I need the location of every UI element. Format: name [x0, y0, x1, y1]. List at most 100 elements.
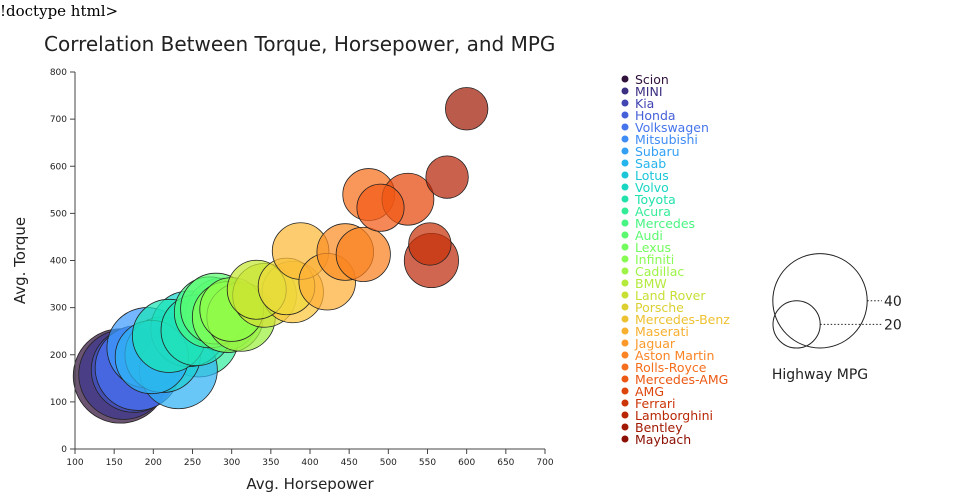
legend-marker-lamborghini — [621, 411, 629, 419]
legend-marker-subaru — [621, 147, 629, 155]
size-legend-circle-20 — [772, 300, 821, 349]
legend-label-mercedes: Mercedes — [635, 216, 695, 231]
size-legend-value-20: 20 — [884, 317, 902, 333]
legend-marker-jaguar — [621, 339, 629, 347]
y-tick-label: 700 — [50, 115, 67, 125]
legend-label-infiniti: Infiniti — [635, 252, 674, 267]
x-tick-label: 300 — [223, 458, 240, 468]
bubble-mercedes-amg — [335, 226, 391, 282]
legend-label-rolls-royce: Rolls-Royce — [635, 360, 707, 375]
y-tick-label: 200 — [50, 351, 67, 361]
legend-marker-toyota — [621, 195, 629, 203]
x-tick-label: 550 — [419, 458, 436, 468]
legend-label-jaguar: Jaguar — [634, 336, 676, 351]
x-tick-label: 600 — [458, 458, 475, 468]
legend-label-kia: Kia — [635, 96, 654, 111]
x-axis: 100 150 200 250 300 350 400 450 500 550 600 650 700 — [66, 448, 554, 468]
legend-marker-infiniti — [621, 255, 629, 263]
legend-label-amg: AMG — [635, 384, 664, 399]
y-axis: 0 100 200 300 400 500 600 700 800 — [50, 68, 76, 455]
legend-marker-ferrari — [621, 399, 629, 407]
x-tick-label: 700 — [536, 458, 553, 468]
legend-marker-saab — [621, 159, 629, 167]
x-tick-label: 400 — [301, 458, 318, 468]
x-tick-label: 500 — [380, 458, 397, 468]
size-legend-value-40: 40 — [884, 294, 902, 310]
x-tick-label: 350 — [262, 458, 279, 468]
legend-marker-kia — [621, 99, 629, 107]
legend-label-mercedes-amg: Mercedes-AMG — [635, 372, 728, 387]
legend-label-audi: Audi — [635, 228, 663, 243]
legend-marker-mercedes-benz — [621, 315, 629, 323]
legend-marker-land-rover — [621, 291, 629, 299]
y-tick-label: 100 — [50, 398, 67, 408]
legend-label-bentley: Bentley — [635, 420, 683, 435]
bubble-maybach — [445, 87, 489, 131]
legend-marker-mitsubishi — [621, 135, 629, 143]
x-tick-label: 150 — [106, 458, 123, 468]
legend-marker-rolls-royce — [621, 363, 629, 371]
legend-marker-bentley — [621, 423, 629, 431]
x-tick-label: 450 — [341, 458, 358, 468]
legend-marker-volvo — [621, 183, 629, 191]
doctype-text: !doctype html> — [0, 2, 119, 20]
legend-label-land-rover: Land Rover — [635, 288, 706, 303]
legend-label-mini: MINI — [635, 84, 663, 99]
legend: ScionMINIKiaHondaVolkswagenMitsubishiSub… — [621, 72, 730, 447]
y-tick-label: 300 — [50, 304, 67, 314]
legend-label-toyota: Toyota — [634, 192, 676, 207]
legend-label-mercedes-benz: Mercedes-Benz — [635, 312, 730, 327]
plot-area — [72, 87, 489, 424]
legend-marker-scion — [621, 75, 629, 83]
legend-label-maserati: Maserati — [635, 324, 689, 339]
legend-marker-honda — [621, 111, 629, 119]
x-axis-title: Avg. Horsepower — [246, 475, 374, 493]
legend-label-bmw: BMW — [635, 276, 667, 291]
legend-marker-mercedes-amg — [621, 375, 629, 383]
y-tick-label: 600 — [50, 162, 67, 172]
legend-marker-acura — [621, 207, 629, 215]
legend-marker-amg — [621, 387, 629, 395]
legend-label-aston-martin: Aston Martin — [635, 348, 714, 363]
y-tick-label: 400 — [50, 257, 67, 267]
y-tick-label: 0 — [61, 445, 67, 455]
legend-marker-mercedes — [621, 219, 629, 227]
x-tick-label: 100 — [66, 458, 83, 468]
y-tick-label: 800 — [50, 68, 67, 78]
legend-label-lexus: Lexus — [635, 240, 671, 255]
legend-marker-maserati — [621, 327, 629, 335]
y-axis-title: Avg. Torque — [11, 217, 29, 304]
legend-label-mitsubishi: Mitsubishi — [635, 132, 698, 147]
legend-label-volvo: Volvo — [635, 180, 669, 195]
legend-marker-lotus — [621, 171, 629, 179]
legend-marker-mini — [621, 87, 629, 95]
size-legend-circle-40 — [772, 253, 868, 349]
legend-marker-porsche — [621, 303, 629, 311]
bubble-ferrari — [356, 183, 405, 232]
x-tick-label: 250 — [184, 458, 201, 468]
legend-label-saab: Saab — [635, 156, 666, 171]
legend-marker-audi — [621, 231, 629, 239]
legend-label-porsche: Porsche — [635, 300, 684, 315]
legend-label-ferrari: Ferrari — [635, 396, 676, 411]
bubble-bentley — [408, 222, 452, 266]
legend-label-lotus: Lotus — [635, 168, 669, 183]
x-tick-label: 650 — [497, 458, 514, 468]
legend-marker-maybach — [621, 435, 629, 443]
size-legend: 40 20 Highway MPG — [772, 253, 902, 383]
legend-marker-cadillac — [621, 267, 629, 275]
legend-label-lamborghini: Lamborghini — [635, 408, 713, 423]
legend-label-cadillac: Cadillac — [635, 264, 684, 279]
legend-marker-lexus — [621, 243, 629, 251]
legend-marker-volkswagen — [621, 123, 629, 131]
legend-label-volkswagen: Volkswagen — [635, 120, 709, 135]
legend-label-acura: Acura — [635, 204, 671, 219]
legend-marker-aston-martin — [621, 351, 629, 359]
x-tick-label: 200 — [145, 458, 162, 468]
chart-title: Correlation Between Torque, Horsepower, … — [44, 32, 556, 56]
legend-label-honda: Honda — [635, 108, 676, 123]
bubble-bentley — [425, 155, 469, 199]
legend-label-subaru: Subaru — [635, 144, 680, 159]
legend-label-scion: Scion — [635, 72, 669, 87]
